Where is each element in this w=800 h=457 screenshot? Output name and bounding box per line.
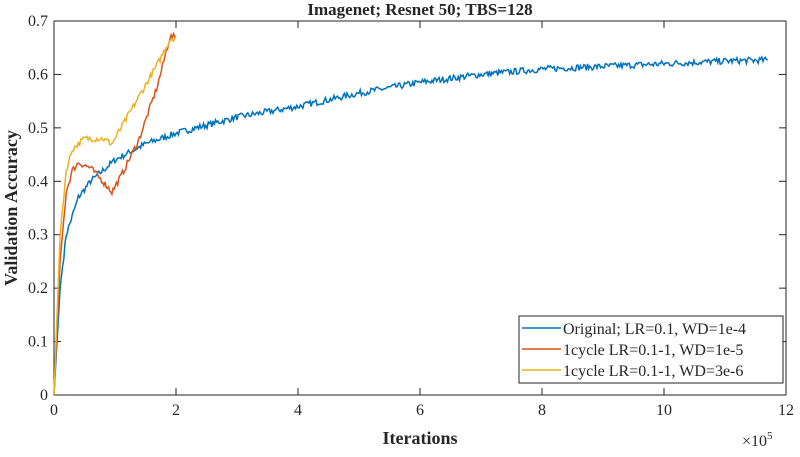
series-line-1 <box>53 31 177 396</box>
series-line-2 <box>53 36 177 396</box>
chart-title: Imagenet; Resnet 50; TBS=128 <box>307 0 532 19</box>
series-line-0 <box>53 55 768 396</box>
x-axis-label: Iterations <box>383 428 458 448</box>
y-tick-label: 0 <box>40 387 48 404</box>
y-tick-label: 0.1 <box>28 334 48 351</box>
legend-entry: 1cycle LR=0.1-1, WD=1e-5 <box>563 342 743 359</box>
x-tick-label: 0 <box>50 402 58 419</box>
legend-entry: 1cycle LR=0.1-1, WD=3e-6 <box>563 363 743 380</box>
legend-entry: Original; LR=0.1, WD=1e-4 <box>563 321 746 338</box>
x-tick-label: 10 <box>656 402 672 419</box>
y-tick-label: 0.3 <box>28 227 48 244</box>
y-axis-label: Validation Accuracy <box>1 130 21 286</box>
x-tick-label: 6 <box>416 402 424 419</box>
x-tick-label: 4 <box>294 402 302 419</box>
x-tick-label: 12 <box>778 402 794 419</box>
x-multiplier: ×105 <box>742 430 773 450</box>
x-tick-label: 2 <box>172 402 180 419</box>
y-tick-label: 0.4 <box>28 173 48 190</box>
y-tick-label: 0.2 <box>28 280 48 297</box>
y-tick-label: 0.7 <box>28 13 48 30</box>
legend <box>518 315 784 384</box>
plot-area: 0 2 4 6 8 10 12 0 0.1 0.2 0.3 0.4 0.5 0.6 0.7 Original;… <box>28 13 794 419</box>
y-tick-label: 0.5 <box>28 120 48 137</box>
y-tick-label: 0.6 <box>28 66 48 83</box>
x-tick-label: 8 <box>538 402 546 419</box>
